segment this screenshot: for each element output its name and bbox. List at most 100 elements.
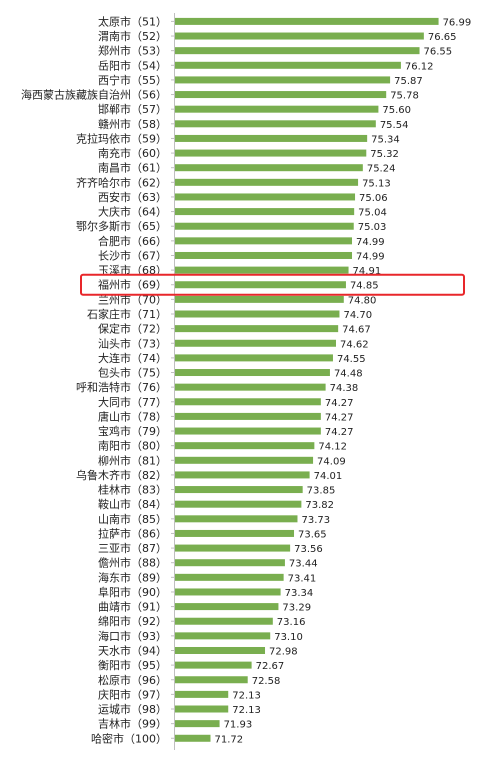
value-label: 74.99 <box>356 251 385 262</box>
bar <box>175 193 356 201</box>
category-label: 西宁市（55） <box>98 73 167 87</box>
category-label: 乌鲁木齐市（82） <box>76 468 167 482</box>
bar <box>175 47 420 55</box>
bar <box>175 529 295 537</box>
value-label: 74.01 <box>314 471 343 482</box>
category-label: 三亚市（87） <box>98 541 167 555</box>
bar <box>175 105 379 113</box>
value-label: 73.82 <box>305 500 334 511</box>
bar-row: 齐齐哈尔市（62） 75.13 <box>76 175 391 189</box>
bar <box>175 91 387 99</box>
bar <box>175 573 284 581</box>
bar <box>175 661 252 669</box>
value-label: 73.73 <box>301 515 330 526</box>
value-label: 74.62 <box>340 339 369 350</box>
value-label: 73.65 <box>298 529 327 540</box>
bar <box>175 164 363 172</box>
value-label: 75.04 <box>358 208 387 219</box>
bar-row: 桂林市（83） 73.85 <box>98 483 335 497</box>
bar-row: 山南市（85） 73.73 <box>98 512 330 526</box>
value-label: 73.56 <box>294 544 323 555</box>
bar <box>175 281 346 289</box>
category-label: 齐齐哈尔市（62） <box>76 175 167 189</box>
bar-row: 宝鸡市（79） 74.27 <box>98 424 353 438</box>
bar-row: 哈密市（100） 71.72 <box>91 731 243 745</box>
bar <box>175 632 271 640</box>
value-label: 72.98 <box>269 646 298 657</box>
bar-row: 郑州市（53） 76.55 <box>98 44 452 58</box>
category-label: 汕头市（73） <box>98 336 167 350</box>
bar-row: 长沙市（67） 74.99 <box>98 248 385 262</box>
value-label: 75.32 <box>370 149 399 160</box>
value-label: 71.72 <box>214 734 243 745</box>
value-label: 74.09 <box>317 456 346 467</box>
category-label: 运城市（98） <box>98 702 167 716</box>
bar-row: 南昌市（61） 75.24 <box>98 161 395 175</box>
value-label: 74.99 <box>356 237 385 248</box>
highlight-layer <box>80 273 465 296</box>
category-label: 海西蒙古族藏族自治州（56） <box>21 88 167 102</box>
category-label: 海口市（93） <box>98 629 167 643</box>
category-label: 海东市（89） <box>98 570 167 584</box>
bar-row: 海口市（93） 73.10 <box>98 629 303 643</box>
bar-row: 合肥市（66） 74.99 <box>98 234 385 248</box>
bar-row: 松原市（96） 72.58 <box>98 673 280 687</box>
bar <box>175 471 310 479</box>
bar-row: 衡阳市（95） 72.67 <box>98 658 284 672</box>
bar <box>175 237 353 245</box>
bar-row: 三亚市（87） 73.56 <box>98 541 323 555</box>
bar <box>175 676 248 684</box>
highlight-box <box>80 273 465 296</box>
category-label: 南昌市（61） <box>98 161 167 175</box>
bar <box>175 134 368 142</box>
bar <box>175 325 339 333</box>
value-label: 76.99 <box>443 17 472 28</box>
value-label: 75.34 <box>371 134 400 145</box>
bar-row: 岳阳市（54） 76.12 <box>98 58 434 72</box>
bar-row: 柳州市（81） 74.09 <box>98 453 346 467</box>
category-label: 玉溪市（68） <box>98 263 167 277</box>
bar <box>175 515 298 523</box>
category-label: 柳州市（81） <box>98 453 167 467</box>
bar <box>175 544 291 552</box>
value-label: 74.55 <box>337 354 366 365</box>
value-label: 73.29 <box>282 603 311 614</box>
bar <box>175 149 367 157</box>
bar <box>175 178 359 186</box>
category-label: 合肥市（66） <box>98 234 167 248</box>
value-label: 75.13 <box>362 178 391 189</box>
bar-row: 兰州市（70） 74.80 <box>98 292 376 306</box>
value-label: 75.24 <box>367 164 396 175</box>
category-label: 克拉玛依市（59） <box>76 131 167 145</box>
category-label: 曲靖市（91） <box>98 600 167 614</box>
bar-row: 邯郸市（57） 75.60 <box>98 102 411 116</box>
category-label: 保定市（72） <box>98 322 167 336</box>
bar <box>175 442 315 450</box>
value-label: 75.78 <box>390 91 419 102</box>
value-label: 72.58 <box>252 676 281 687</box>
bar-row: 西宁市（55） 75.87 <box>98 73 423 87</box>
bar <box>175 559 285 567</box>
bar <box>175 456 314 464</box>
value-label: 73.44 <box>289 559 318 570</box>
value-label: 74.27 <box>325 427 354 438</box>
value-label: 74.27 <box>325 412 354 423</box>
bar-row: 保定市（72） 74.67 <box>98 322 371 336</box>
bar-row: 呼和浩特市（76） 74.38 <box>76 380 358 394</box>
bar-row: 南阳市（80） 74.12 <box>98 439 347 453</box>
bar-row: 克拉玛依市（59） 75.34 <box>76 131 400 145</box>
value-label: 74.48 <box>334 369 363 380</box>
category-label: 赣州市（58） <box>98 117 167 131</box>
value-label: 74.67 <box>342 325 371 336</box>
bar <box>175 32 424 40</box>
bar <box>175 617 273 625</box>
bar-row: 吉林市（99） 71.93 <box>98 717 252 731</box>
category-label: 兰州市（70） <box>98 292 167 306</box>
value-label: 73.41 <box>288 573 317 584</box>
bar <box>175 354 333 362</box>
bar-row: 大连市（74） 74.55 <box>98 351 366 365</box>
bar-row: 曲靖市（91） 73.29 <box>98 600 311 614</box>
bar <box>175 690 229 698</box>
